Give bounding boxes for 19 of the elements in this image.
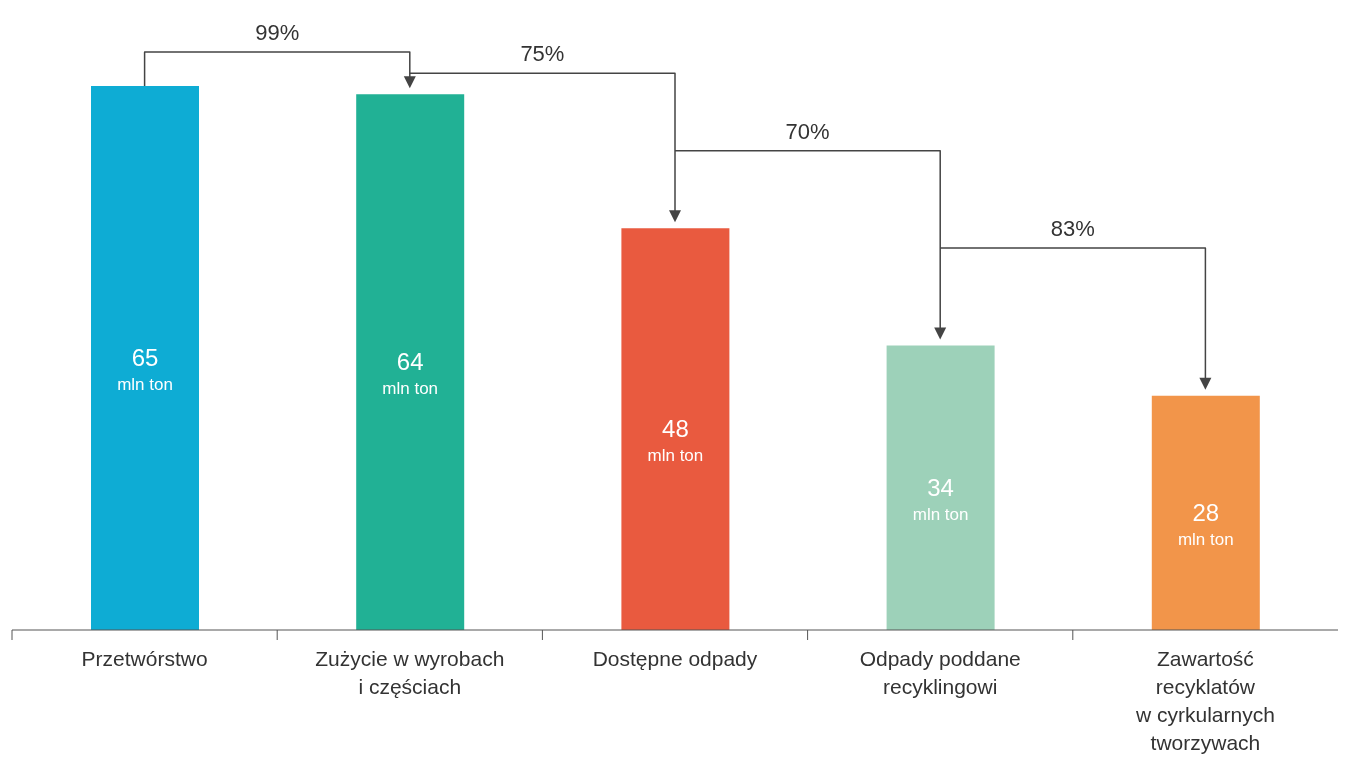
data-label: 28 mln ton	[1177, 498, 1234, 549]
x-tick-label: Odpady poddane recyklingowi	[859, 647, 1021, 698]
bar	[91, 86, 199, 630]
x-tick-label: Dostępne odpady	[592, 647, 758, 670]
data-label: 65 mln ton	[117, 344, 173, 394]
annotation: 70%	[785, 118, 830, 144]
annotation: 83%	[1050, 216, 1095, 242]
bar	[1151, 395, 1260, 630]
text: 75%	[520, 41, 565, 67]
data-label: 64 mln ton	[382, 348, 439, 399]
bar	[356, 94, 465, 630]
bar	[886, 345, 995, 630]
data-label: 48 mln ton	[647, 415, 704, 466]
x-tick-label: Przetwórstwo	[81, 647, 208, 670]
data-label: 34 mln ton	[912, 473, 969, 524]
x-tick-label: Zawartość recyklatów w cyrkularnych tworzywach	[1134, 647, 1275, 754]
bar	[621, 228, 730, 630]
text: 99%	[255, 20, 300, 45]
x-tick-label: Zużycie w wyrobach i częściach	[315, 647, 505, 698]
